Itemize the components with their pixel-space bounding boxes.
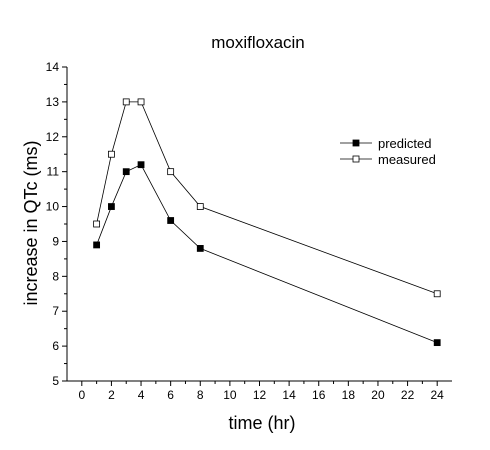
x-tick-label: 18 xyxy=(342,388,356,402)
data-point-measured xyxy=(93,220,101,228)
data-point-measured xyxy=(196,203,204,210)
data-point-measured xyxy=(433,290,441,298)
y-tick-label: 8 xyxy=(52,269,59,283)
y-tick-label: 12 xyxy=(46,130,60,144)
legend-marker-predicted xyxy=(352,139,360,147)
y-tick-label: 10 xyxy=(46,200,60,214)
x-tick-label: 24 xyxy=(431,388,445,402)
x-tick-label: 12 xyxy=(253,388,267,402)
data-point-predicted xyxy=(167,217,175,224)
x-tick-label: 14 xyxy=(282,388,296,402)
x-tick-label: 16 xyxy=(312,388,326,402)
x-tick-label: 10 xyxy=(223,388,237,402)
x-tick-label: 22 xyxy=(401,388,415,402)
series-line-predicted xyxy=(96,164,438,343)
x-tick-label: 6 xyxy=(167,388,174,402)
data-point-predicted xyxy=(108,203,115,210)
y-tick-label: 9 xyxy=(52,234,59,248)
x-axis-title: time (hr) xyxy=(229,413,296,433)
data-point-predicted xyxy=(93,241,101,249)
y-tick-label: 14 xyxy=(46,60,60,74)
series-layer xyxy=(93,98,441,347)
data-point-predicted xyxy=(196,245,204,252)
data-point-measured xyxy=(122,98,130,106)
legend-label-predicted: predicted xyxy=(378,136,431,151)
legend-marker-measured xyxy=(352,155,360,163)
data-point-predicted xyxy=(433,339,441,347)
y-tick-label: 6 xyxy=(52,339,59,353)
data-point-predicted xyxy=(137,161,145,169)
x-tick-label: 0 xyxy=(78,388,85,402)
data-point-measured xyxy=(137,98,145,106)
x-tick-label: 2 xyxy=(108,388,115,402)
series-line-measured xyxy=(96,101,438,295)
y-axis-title: increase in QTc (ms) xyxy=(21,140,41,305)
x-tick-label: 20 xyxy=(371,388,385,402)
y-tick-label: 5 xyxy=(52,374,59,388)
y-tick-label: 7 xyxy=(52,304,59,318)
x-tick-label: 8 xyxy=(197,388,204,402)
x-tick-label: 4 xyxy=(138,388,145,402)
data-point-measured xyxy=(167,168,175,176)
data-point-measured xyxy=(108,150,115,158)
chart-title: moxifloxacin xyxy=(211,33,305,52)
legend-label-measured: measured xyxy=(378,152,436,167)
y-tick-label: 13 xyxy=(46,95,60,109)
data-point-predicted xyxy=(122,168,130,176)
y-tick-label: 11 xyxy=(47,165,60,179)
